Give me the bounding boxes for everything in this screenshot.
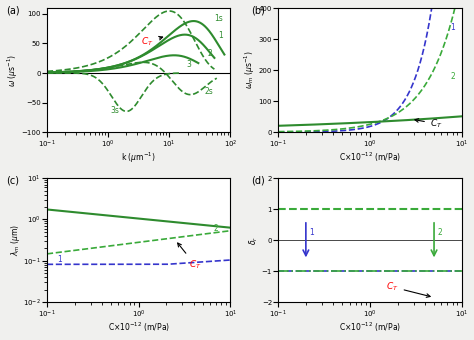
Text: 2: 2 — [208, 50, 213, 58]
Text: (a): (a) — [7, 5, 20, 16]
Text: 3: 3 — [186, 60, 191, 69]
Text: 1: 1 — [450, 23, 455, 32]
Text: $C_T$: $C_T$ — [141, 36, 163, 48]
Text: $C_T$: $C_T$ — [415, 117, 442, 130]
Text: 1: 1 — [57, 255, 62, 264]
Text: $C_T$: $C_T$ — [178, 243, 201, 271]
Text: 1s: 1s — [214, 14, 223, 23]
Text: (b): (b) — [251, 5, 264, 16]
X-axis label: k ($\mu$m$^{-1}$): k ($\mu$m$^{-1}$) — [121, 151, 156, 165]
Text: 2: 2 — [438, 228, 443, 237]
Text: $C_T$: $C_T$ — [386, 281, 430, 298]
Text: 1: 1 — [218, 31, 223, 39]
Y-axis label: $\omega$ ($\mu$s$^{-1}$): $\omega$ ($\mu$s$^{-1}$) — [6, 53, 20, 87]
Text: 2: 2 — [450, 72, 455, 81]
Y-axis label: $\lambda_m$ ($\mu$m): $\lambda_m$ ($\mu$m) — [9, 224, 22, 256]
X-axis label: C$\times$10$^{-12}$ (m/Pa): C$\times$10$^{-12}$ (m/Pa) — [339, 151, 401, 164]
Text: (c): (c) — [7, 176, 19, 186]
Y-axis label: $\delta_r$: $\delta_r$ — [248, 236, 260, 245]
Text: (d): (d) — [251, 176, 264, 186]
Text: 1: 1 — [310, 228, 314, 237]
Text: 3s: 3s — [110, 106, 119, 115]
Text: 2s: 2s — [205, 87, 213, 96]
X-axis label: C$\times$10$^{-12}$ (m/Pa): C$\times$10$^{-12}$ (m/Pa) — [108, 321, 170, 335]
Y-axis label: $\omega_m$ ($\mu$s$^{-1}$): $\omega_m$ ($\mu$s$^{-1}$) — [243, 51, 257, 89]
Text: 2: 2 — [213, 224, 218, 233]
X-axis label: C$\times$10$^{-12}$ (m/Pa): C$\times$10$^{-12}$ (m/Pa) — [339, 321, 401, 335]
